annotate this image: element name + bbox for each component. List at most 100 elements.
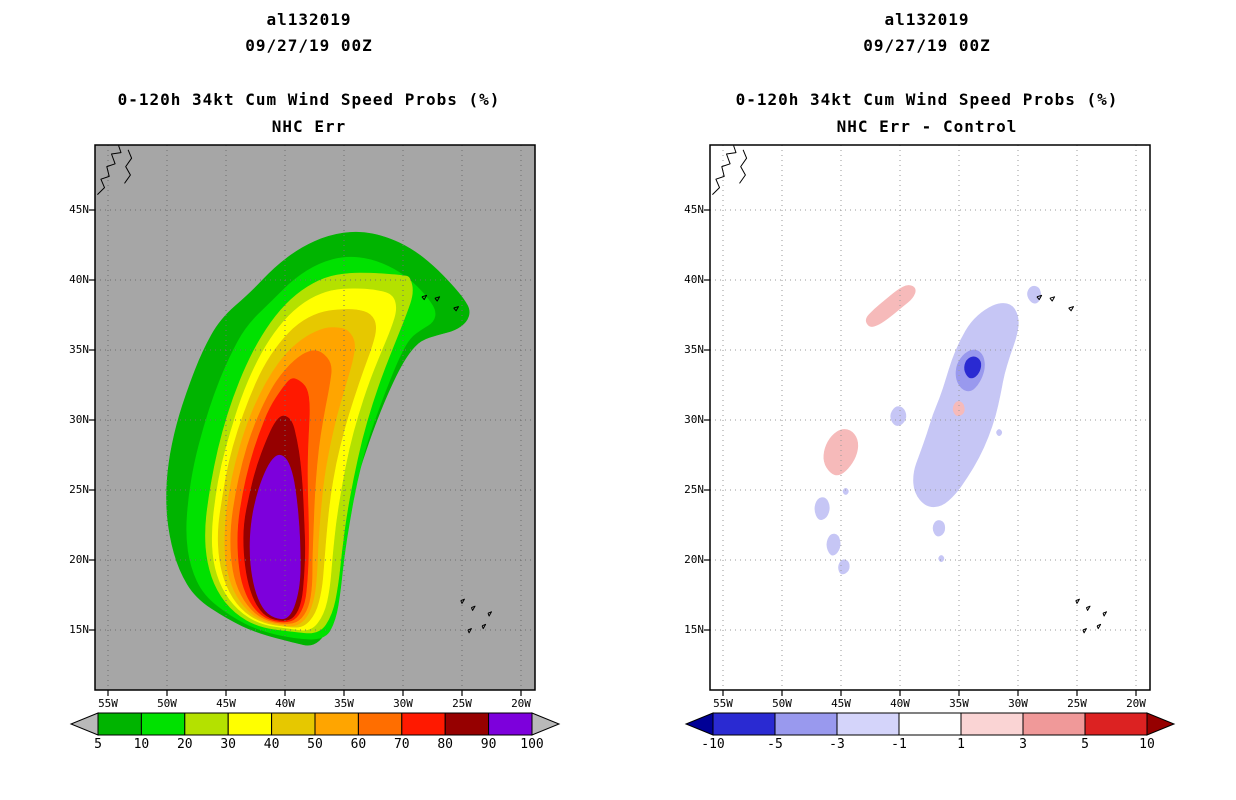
diff-patch--3to-1 <box>826 533 841 556</box>
colorbar-underflow-arrow <box>684 712 714 736</box>
lat-tick-label: 25N <box>69 483 89 496</box>
diff-patch-1to3 <box>823 429 859 476</box>
colorbar-segment <box>444 712 490 736</box>
wind-prob-map <box>89 144 536 696</box>
colorbar-tick-label: 70 <box>393 737 410 752</box>
colorbar-segment <box>960 712 1024 736</box>
diff-patch--3to-1 <box>814 497 830 520</box>
colorbar-segment <box>1084 712 1148 736</box>
colorbar-segment <box>712 712 776 736</box>
colorbar-segment <box>488 712 533 736</box>
lon-tick-label: 55W <box>98 697 118 710</box>
colorbar-tick-label: 90 <box>480 737 497 752</box>
axis-ticks <box>89 209 522 696</box>
colorbar-segment <box>1022 712 1086 736</box>
colorbar-segment <box>836 712 900 736</box>
lat-tick-label: 30N <box>684 413 704 426</box>
diff-patch--3to-1 <box>842 487 849 495</box>
lon-tick-label: 20W <box>511 697 531 710</box>
colorbar-segment <box>97 712 142 736</box>
probability-colorbar: 5 10 20 30 40 50 60 70 80 90 100 <box>69 712 561 772</box>
diff-patch--3to-1 <box>890 406 907 426</box>
colorbar-segment <box>271 712 316 736</box>
init-time-title: 09/27/19 00Z <box>245 36 373 55</box>
colorbar-tick-label: 5 <box>1081 737 1089 752</box>
diff-patch--10to-5 <box>964 356 982 379</box>
lat-tick-label: 45N <box>69 203 89 216</box>
colorbar-tick-label: -10 <box>701 737 725 752</box>
lon-tick-label: 55W <box>713 697 733 710</box>
colorbar-tick-label: 1 <box>957 737 965 752</box>
lat-tick-label: 35N <box>69 343 89 356</box>
lat-tick-label: 15N <box>69 623 89 636</box>
difference-map-svg <box>704 144 1151 696</box>
diff-patch--3to-1 <box>938 555 945 563</box>
lat-tick-label: 40N <box>684 273 704 286</box>
diff-patch--3to-1 <box>996 429 1003 437</box>
storm-id-title: al132019 <box>266 10 352 29</box>
colorbar-tick-label: 100 <box>520 737 544 752</box>
colorbar-svg <box>684 712 1176 736</box>
colorbar-tick-label: 60 <box>350 737 367 752</box>
colorbar-segment <box>184 712 229 736</box>
colorbar-svg <box>69 712 561 736</box>
coastlines <box>712 145 1107 634</box>
colorbar-segment <box>774 712 838 736</box>
colorbar-tick-label: 5 <box>94 737 102 752</box>
panel-nhc-err-minus-control: al132019 09/27/19 00Z 0-120h 34kt Cum Wi… <box>618 0 1236 800</box>
lon-tick-label: 25W <box>452 697 472 710</box>
colorbar-tick-label: 30 <box>220 737 237 752</box>
experiment-title: NHC Err <box>271 117 347 136</box>
difference-map <box>704 144 1151 696</box>
axis-ticks <box>704 209 1137 696</box>
diff-patch-1to3 <box>865 285 916 327</box>
map-background <box>710 145 1150 690</box>
lon-tick-label: 45W <box>216 697 236 710</box>
lon-tick-label: 25W <box>1067 697 1087 710</box>
lat-tick-label: 25N <box>684 483 704 496</box>
experiment-title: NHC Err - Control <box>836 117 1018 136</box>
diff-patch--3to-1 <box>1027 285 1042 304</box>
product-title: 0-120h 34kt Cum Wind Speed Probs (%) <box>735 90 1119 109</box>
colorbar-overflow-arrow <box>1146 712 1176 736</box>
lat-tick-label: 30N <box>69 413 89 426</box>
colorbar-tick-label: 50 <box>307 737 323 752</box>
diff-patch--3to-1 <box>913 303 1019 508</box>
colorbar-tick-label: -1 <box>891 737 907 752</box>
colorbar-tick-label: 10 <box>1139 737 1155 752</box>
lat-tick-label: 45N <box>684 203 704 216</box>
lat-tick-label: 40N <box>69 273 89 286</box>
lon-tick-label: 40W <box>890 697 910 710</box>
storm-id-title: al132019 <box>884 10 970 29</box>
lon-tick-label: 35W <box>334 697 354 710</box>
colorbar-tick-label: 10 <box>133 737 150 752</box>
colorbar-overflow-arrow <box>531 712 561 736</box>
lon-tick-label: 30W <box>393 697 413 710</box>
colorbar-underflow-arrow <box>69 712 99 736</box>
lon-tick-label: 50W <box>772 697 792 710</box>
colorbar-tick-label: 40 <box>263 737 280 752</box>
grid-lines <box>95 145 535 690</box>
product-title: 0-120h 34kt Cum Wind Speed Probs (%) <box>117 90 501 109</box>
lat-tick-label: 20N <box>69 553 89 566</box>
colorbar-segment <box>140 712 186 736</box>
map-border <box>94 144 536 691</box>
diff-patch-1to3 <box>952 401 965 417</box>
colorbar-segment <box>227 712 273 736</box>
colorbar-tick-label: 80 <box>437 737 454 752</box>
lat-tick-label: 35N <box>684 343 704 356</box>
lon-tick-label: 45W <box>831 697 851 710</box>
lon-tick-label: 40W <box>275 697 295 710</box>
colorbar-segment <box>314 712 359 736</box>
lat-tick-label: 20N <box>684 553 704 566</box>
lon-tick-label: 50W <box>157 697 177 710</box>
coastlines <box>97 145 492 634</box>
lon-tick-label: 20W <box>1126 697 1146 710</box>
lat-tick-label: 15N <box>684 623 704 636</box>
colorbar-segment <box>401 712 446 736</box>
colorbar-tick-label: -5 <box>767 737 783 752</box>
colorbar-segment <box>357 712 403 736</box>
colorbar-tick-label: -3 <box>829 737 845 752</box>
colorbar-segment <box>898 712 962 736</box>
